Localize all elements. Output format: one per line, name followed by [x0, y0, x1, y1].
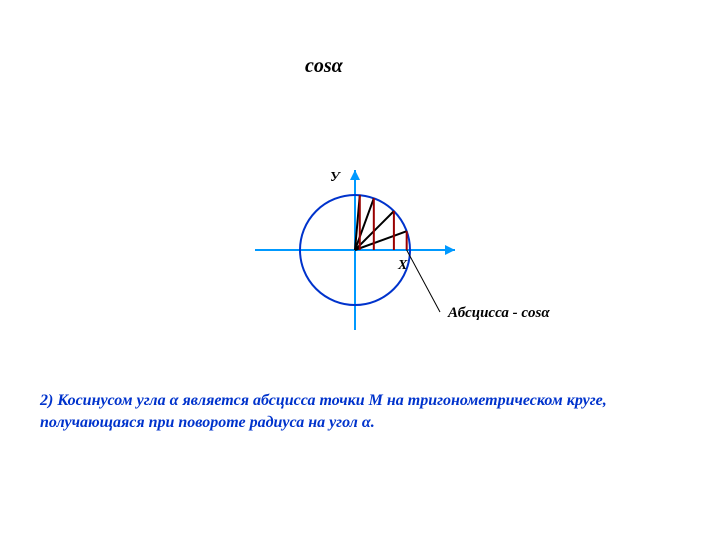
caption-line-2: получающаяся при повороте радиуса на уго…: [40, 414, 375, 431]
x-axis-label: Х: [398, 258, 407, 274]
caption-line-1: 2) Косинусом угла α является абсцисса то…: [40, 392, 607, 409]
unit-circle-diagram: [0, 0, 720, 540]
definition-caption: 2) Косинусом угла α является абсцисса то…: [40, 390, 607, 433]
diagram-canvas: cosα Х У Абсцисса - cosα 2) Косинусом уг…: [0, 0, 720, 540]
y-axis-label: У: [330, 170, 340, 186]
abscissa-annotation: Абсцисса - cosα: [448, 305, 550, 322]
